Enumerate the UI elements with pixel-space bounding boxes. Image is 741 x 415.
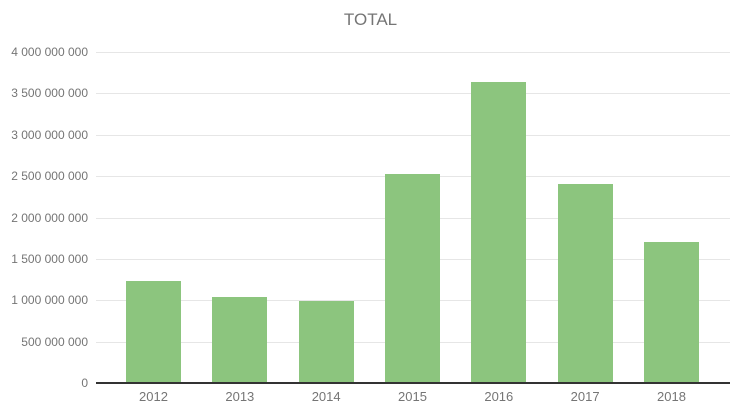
y-axis-tick-label: 0 — [81, 376, 88, 390]
gridline — [96, 52, 730, 53]
bar[interactable] — [298, 301, 354, 383]
bar[interactable] — [212, 296, 268, 383]
chart-title: TOTAL — [343, 10, 398, 29]
bar[interactable] — [643, 242, 699, 383]
gridline — [96, 134, 730, 136]
x-axis-tick-label: 2013 — [225, 389, 255, 404]
bar[interactable] — [471, 81, 527, 383]
x-axis-tick-label: 2012 — [139, 389, 168, 404]
bar[interactable] — [384, 174, 440, 383]
x-axis-tick-label: 2017 — [570, 389, 600, 404]
y-axis-tick-label: 1 500 000 000 — [11, 251, 88, 266]
x-axis-tick-label: 2016 — [484, 389, 514, 404]
gridline — [96, 93, 730, 95]
plot-area — [96, 52, 730, 384]
x-axis-tick-label: 2014 — [311, 389, 341, 404]
y-axis-tick-label: 4 000 000 000 — [11, 45, 88, 59]
y-axis-tick-label: 2 500 000 000 — [11, 169, 88, 184]
bar[interactable] — [126, 281, 181, 383]
x-axis-tick-label: 2015 — [398, 389, 427, 404]
y-axis-tick-label: 500 000 000 — [21, 334, 88, 349]
y-axis-tick-label: 3 500 000 000 — [11, 86, 88, 101]
y-axis-tick-label: 2 000 000 000 — [11, 210, 88, 225]
x-axis-tick-label: 2018 — [657, 389, 686, 404]
y-axis-tick-label: 3 000 000 000 — [11, 127, 88, 142]
x-axis-line — [96, 382, 730, 384]
y-axis-tick-label: 1 000 000 000 — [11, 293, 88, 308]
bar[interactable] — [557, 184, 613, 383]
